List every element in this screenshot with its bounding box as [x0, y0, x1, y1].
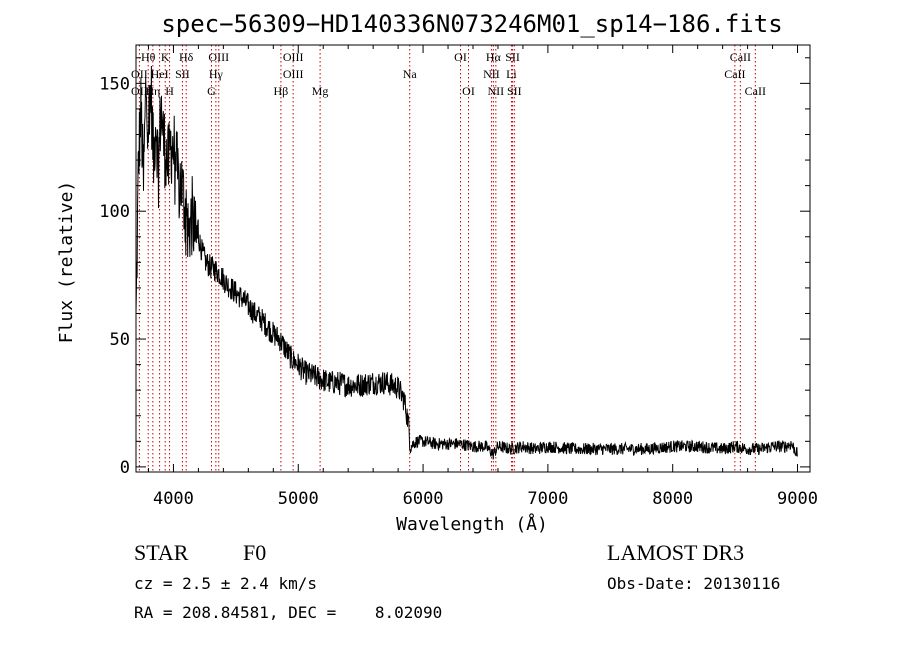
emission-line-label-20: NII: [483, 67, 500, 81]
x-tick-label-2: 6000: [403, 489, 444, 509]
plot-frame: [135, 44, 811, 473]
emission-line-label-25: CaII: [730, 50, 751, 64]
object-subclass: F0: [243, 540, 267, 565]
x-tick-label-3: 7000: [527, 489, 568, 509]
y-tick-label-1: 50: [110, 330, 130, 350]
x-tick-label-5: 9000: [777, 489, 818, 509]
emission-line-label-3: Hη: [145, 84, 160, 98]
x-tick-label-1: 5000: [278, 489, 319, 509]
emission-line-label-19: Hα: [486, 50, 502, 64]
emission-line-label-11: G: [207, 84, 216, 98]
emission-line-label-26: CaII: [724, 67, 745, 81]
emission-line-label-16: Na: [403, 67, 418, 81]
survey-name: LAMOST DR3: [607, 540, 745, 565]
y-axis-label: Flux (relative): [56, 181, 77, 344]
y-tick-label-0: 0: [120, 458, 130, 478]
spectrum-line-0: [135, 65, 798, 460]
emission-line-label-8: Hδ: [179, 50, 194, 64]
emission-line-label-21: NII: [488, 84, 505, 98]
emission-line-label-13: OIII: [283, 67, 304, 81]
emission-line-label-2: OII: [131, 84, 148, 98]
emission-line-label-4: K: [161, 50, 170, 64]
emission-line-label-24: SII: [507, 84, 522, 98]
emission-line-label-14: Hβ: [274, 84, 289, 98]
emission-line-markers: [138, 45, 756, 472]
axis-ticks: 4000 5000 6000 7000 8000 9000 0 50 100 150: [99, 45, 818, 509]
y-tick-label-3: 150: [99, 74, 130, 94]
emission-line-label-15: Mg: [312, 84, 329, 98]
emission-line-label-22: SII: [505, 50, 520, 64]
emission-line-label-23: Li: [506, 67, 517, 81]
spectrum-series: [135, 65, 798, 460]
y-tick-label-2: 100: [99, 202, 130, 222]
emission-line-label-17: OI: [454, 50, 467, 64]
sky-coordinates: RA = 208.84581, DEC = 8.02090: [134, 603, 443, 622]
emission-line-label-7: SII: [175, 67, 190, 81]
x-tick-label-4: 8000: [652, 489, 693, 509]
emission-line-label-6: H: [165, 84, 174, 98]
emission-line-label-12: OIII: [283, 50, 304, 64]
emission-line-label-27: CaII: [745, 84, 766, 98]
observation-date: Obs-Date: 20130116: [607, 574, 781, 593]
redshift-velocity: cz = 2.5 ± 2.4 km/s: [134, 574, 318, 593]
x-tick-label-0: 4000: [153, 489, 194, 509]
chart-title: spec−56309−HD140336N073246M01_sp14−186.f…: [161, 10, 782, 38]
object-class: STAR: [134, 540, 189, 565]
emission-line-label-1: OII: [131, 67, 148, 81]
x-axis-label: Wavelength (Å): [396, 513, 548, 535]
emission-line-label-9: OIII: [208, 50, 229, 64]
emission-line-label-0: Hθ: [141, 50, 156, 64]
emission-line-label-18: OI: [462, 84, 475, 98]
emission-line-label-5: HeI: [151, 67, 169, 81]
emission-line-label-10: Hγ: [209, 67, 224, 81]
